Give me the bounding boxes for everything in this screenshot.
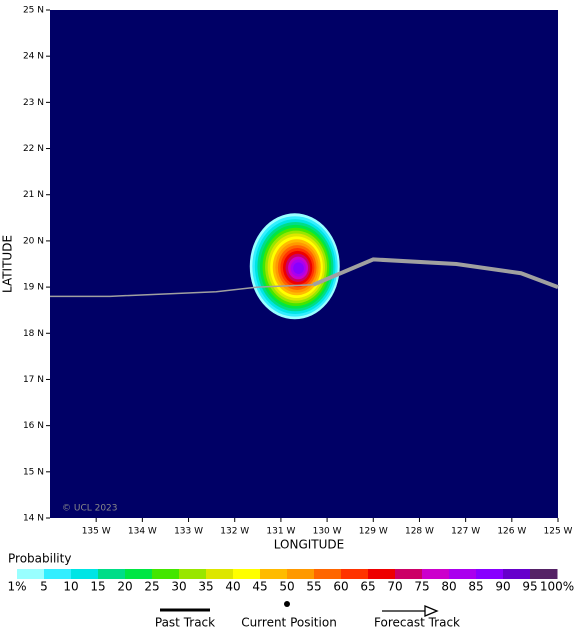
x-tick-label: 128 W — [405, 527, 434, 537]
y-tick-label: 17 N — [23, 375, 44, 385]
legend-forecast — [382, 605, 439, 617]
colorbar-swatch — [206, 569, 234, 579]
colorbar-swatch — [476, 569, 504, 579]
colorbar-label: 75 — [414, 580, 429, 594]
y-tick-label: 21 N — [23, 190, 44, 200]
colorbar-label: 60 — [333, 580, 348, 594]
y-tick-label: 20 N — [23, 236, 44, 246]
legend-current — [284, 601, 290, 607]
colorbar-swatch — [179, 569, 207, 579]
colorbar-swatch — [17, 569, 45, 579]
y-tick-label: 25 N — [23, 6, 44, 16]
colorbar-label: 35 — [198, 580, 213, 594]
colorbar-label: 30 — [171, 580, 186, 594]
y-tick-label: 16 N — [23, 421, 44, 431]
colorbar-swatch — [449, 569, 477, 579]
x-tick-label: 126 W — [497, 527, 526, 537]
legend-label: Current Position — [241, 616, 337, 630]
colorbar-label: 45 — [252, 580, 267, 594]
colorbar-label: 50 — [279, 580, 294, 594]
probability-contour — [293, 262, 304, 274]
colorbar-label: 85 — [468, 580, 483, 594]
colorbar-label: 10 — [63, 580, 78, 594]
colorbar-swatch — [530, 569, 558, 579]
x-tick-label: 133 W — [174, 527, 203, 537]
x-tick-label: 135 W — [82, 527, 111, 537]
colorbar-swatch — [125, 569, 153, 579]
x-tick-label: 131 W — [266, 527, 295, 537]
forecast-track — [312, 257, 559, 289]
y-tick-label: 24 N — [23, 52, 44, 62]
past-track — [50, 284, 314, 298]
colorbar-swatch — [152, 569, 180, 579]
colorbar-label: 15 — [90, 580, 105, 594]
watermark: © UCL 2023 — [62, 504, 118, 514]
x-tick-label: 129 W — [359, 527, 388, 537]
colorbar-swatch — [233, 569, 261, 579]
x-tick-label: 132 W — [220, 527, 249, 537]
x-tick-label: 134 W — [128, 527, 157, 537]
colorbar-swatch — [314, 569, 342, 579]
y-tick-label: 14 N — [23, 514, 44, 524]
colorbar-swatch — [395, 569, 423, 579]
colorbar-swatch — [422, 569, 450, 579]
y-tick-label: 18 N — [23, 329, 44, 339]
y-tick-label: 23 N — [23, 98, 44, 108]
x-tick-label: 130 W — [313, 527, 342, 537]
colorbar-label: 90 — [495, 580, 510, 594]
colorbar-label: 55 — [306, 580, 321, 594]
x-tick-label: 125 W — [544, 527, 573, 537]
colorbar-label: 1% — [7, 580, 26, 594]
x-tick-label: 127 W — [451, 527, 480, 537]
colorbar-label: 80 — [441, 580, 456, 594]
colorbar-swatch — [260, 569, 288, 579]
colorbar-label: 20 — [117, 580, 132, 594]
y-tick-label: 19 N — [23, 283, 44, 293]
colorbar-label: 5 — [40, 580, 48, 594]
colorbar-swatch — [368, 569, 396, 579]
colorbar-label: 70 — [387, 580, 402, 594]
y-tick-label: 15 N — [23, 467, 44, 477]
colorbar-label: 95 — [522, 580, 537, 594]
colorbar-title: Probability — [8, 552, 71, 566]
colorbar-swatch — [503, 569, 531, 579]
colorbar-label: 65 — [360, 580, 375, 594]
legend-label: Past Track — [155, 616, 215, 630]
colorbar-label: 40 — [225, 580, 240, 594]
colorbar-label: 25 — [144, 580, 159, 594]
y-axis-label: LATITUDE — [1, 235, 15, 293]
colorbar-swatch — [98, 569, 126, 579]
colorbar-swatch — [71, 569, 99, 579]
colorbar-label: 100% — [540, 580, 574, 594]
y-tick-label: 22 N — [23, 144, 44, 154]
legend-label: Forecast Track — [374, 616, 460, 630]
colorbar-swatch — [341, 569, 369, 579]
colorbar-swatch — [287, 569, 315, 579]
colorbar-swatch — [44, 569, 72, 579]
x-axis-label: LONGITUDE — [274, 538, 344, 552]
